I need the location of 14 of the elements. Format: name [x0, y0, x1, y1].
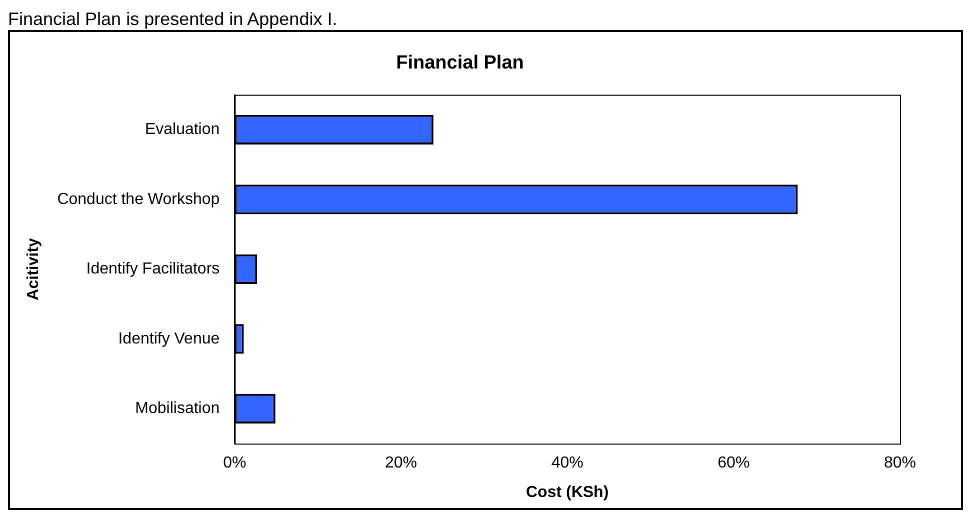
y-tick-label: Mobilisation: [135, 400, 220, 418]
chart-title: Financial Plan: [396, 52, 524, 74]
x-tick-label: 40%: [551, 454, 584, 472]
x-tick-label: 60%: [718, 454, 750, 472]
x-tick-label: 0%: [223, 454, 246, 472]
y-axis-title: Acitivity: [25, 238, 42, 300]
y-tick-label: Conduct the Workshop: [57, 190, 220, 208]
y-tick-label: Identify Venue: [118, 330, 220, 348]
text: Financial Plan is presented in Appendix I.: [8, 8, 338, 30]
x-tick-label: 20%: [384, 454, 418, 472]
x-tick-label: 80%: [884, 454, 916, 472]
y-tick-label: Evaluation: [144, 121, 220, 138]
x-axis-title: Cost (KSh): [526, 484, 609, 501]
y-tick-label: Identify Facilitators: [86, 260, 220, 278]
